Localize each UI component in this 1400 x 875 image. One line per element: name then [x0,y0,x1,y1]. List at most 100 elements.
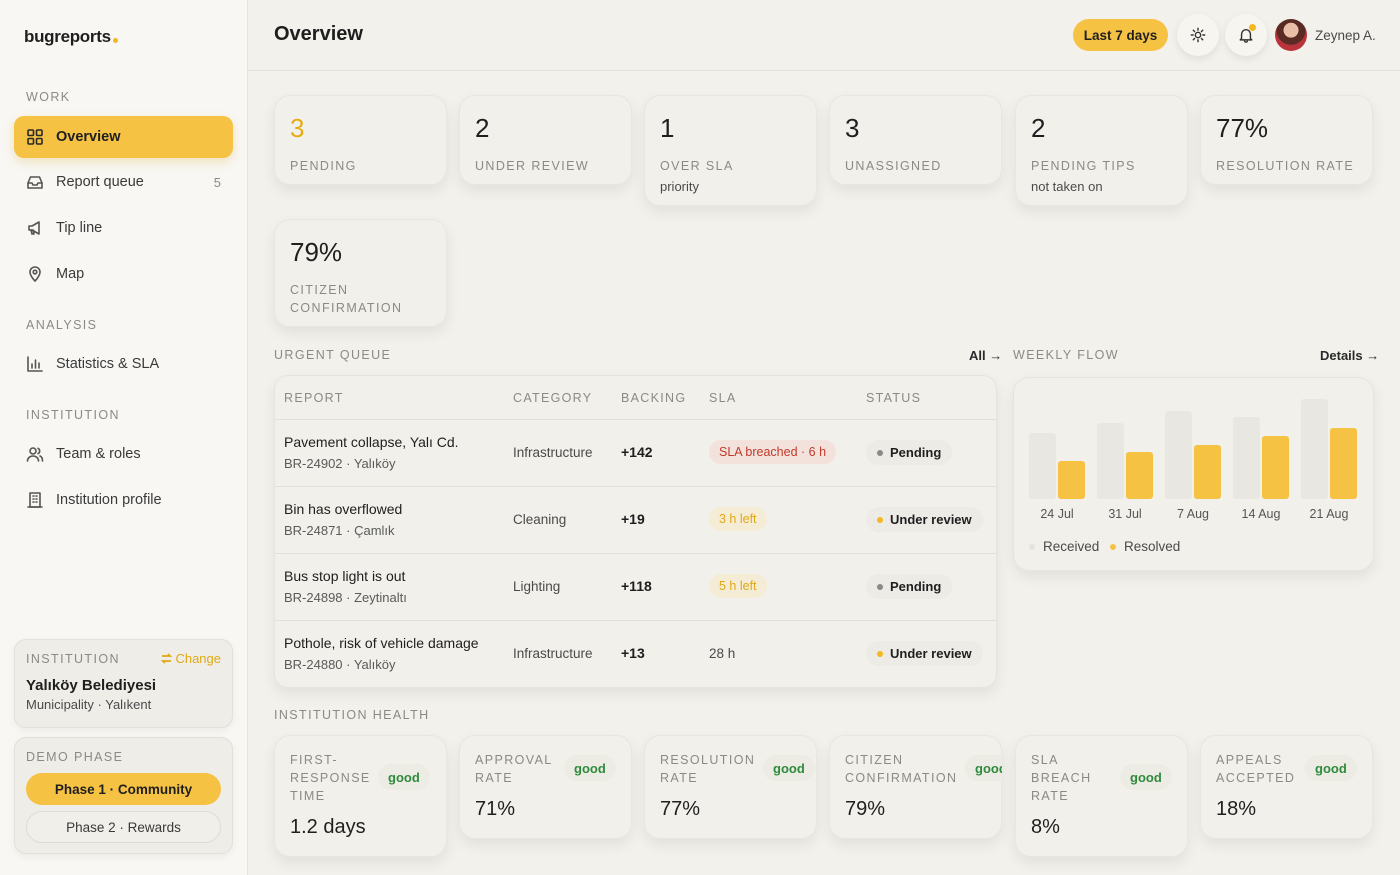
sla-badge: 5 h left [709,574,767,598]
grid-icon [26,128,44,146]
report-title: Bin has overflowed [284,501,403,517]
institution-name: Yalıköy Belediyesi [26,677,157,694]
logo-dot [112,38,118,43]
stat-label: UNASSIGNED [845,159,942,173]
x-tick-label: 14 Aug [1242,507,1281,521]
status-text: Under review [890,512,972,527]
sidebar-item-report-queue[interactable]: Report queue 5 [14,161,233,203]
phase-2-button[interactable]: Phase 2 · Rewards [26,811,221,843]
status-badge: good [763,755,815,781]
bar-resolved-1 [1126,452,1153,499]
phase-1-button[interactable]: Phase 1 · Community [26,773,221,805]
bar-received-4 [1301,399,1328,499]
stat-label: RESOLUTION RATE [1216,159,1355,173]
stat-card-citizen-confirmation[interactable]: 79% CITIZEN CONFIRMATION [274,219,447,327]
stat-card-under-review[interactable]: 2 UNDER REVIEW [459,95,632,185]
report-queue-count: 5 [213,174,221,190]
megaphone-icon [26,219,44,237]
x-tick-label: 31 Jul [1108,507,1141,521]
status-badge: good [564,755,616,781]
stat-value: 3 [290,113,305,143]
change-label: Change [175,651,221,666]
health-card-appeals-accepted[interactable]: APPEALS ACCEPTED good 18% [1200,735,1373,839]
legend-label: Resolved [1124,539,1181,554]
urgent-queue-title: URGENT QUEUE [274,348,392,362]
bar-received-1 [1097,423,1124,499]
health-card-citizen-confirmation[interactable]: CITIZEN CONFIRMATION good 79% [829,735,1002,839]
report-title: Bus stop light is out [284,568,406,584]
sidebar-item-tip-line[interactable]: Tip line [14,207,233,249]
stat-card-pending[interactable]: 3 PENDING [274,95,447,185]
report-id: BR-24902 · Yalıköy [284,456,396,471]
bar-resolved-2 [1194,445,1221,499]
sidebar-item-map[interactable]: Map [14,253,233,295]
table-row[interactable]: Bin has overflowed BR-24871 · Çamlık Cle… [274,486,997,553]
report-backing: +19 [621,511,645,527]
app-name: bugreports [24,27,111,46]
x-tick-label: 24 Jul [1040,507,1073,521]
report-title: Pothole, risk of vehicle damage [284,635,479,651]
column-header-report: REPORT [284,391,344,405]
notifications-button[interactable] [1225,14,1267,56]
sidebar: bugreports WORK Overview Report queue 5 … [0,0,248,875]
theme-toggle-button[interactable] [1177,14,1219,56]
status-badge: Under review [866,507,983,532]
status-text: Pending [890,579,942,594]
sidebar-item-statistics[interactable]: Statistics & SLA [14,343,233,385]
sidebar-item-team[interactable]: Team & roles [14,433,233,475]
health-card-resolution-rate[interactable]: RESOLUTION RATE good 77% [644,735,817,839]
stat-label: PENDING TIPS [1031,159,1136,173]
health-label: APPEALS ACCEPTED [1216,753,1296,785]
weekly-flow-chart: 24 Jul 31 Jul 7 Aug 14 Aug 21 Aug [1029,399,1357,521]
table-row[interactable]: Bus stop light is out BR-24898 · Zeytina… [274,553,997,620]
health-value: 8% [1031,816,1060,838]
report-title: Pavement collapse, Yalı Cd. [284,434,459,450]
sidebar-item-institution-profile[interactable]: Institution profile [14,479,233,521]
sun-icon [1190,27,1206,43]
stat-card-over-sla[interactable]: 1 OVER SLA priority [644,95,817,206]
status-badge: Pending [866,574,953,599]
stat-value: 79% [290,237,343,267]
sidebar-item-overview[interactable]: Overview [14,116,233,158]
weekly-flow-details-link[interactable]: Details → [1320,348,1380,363]
change-institution-button[interactable]: Change [160,651,221,666]
sla-badge: 28 h [709,645,736,661]
table-row[interactable]: Pavement collapse, Yalı Cd. BR-24902 · Y… [274,419,997,486]
sidebar-item-label: Team & roles [56,446,141,462]
sla-badge: 3 h left [709,507,767,531]
table-row[interactable]: Pothole, risk of vehicle damage BR-24880… [274,620,997,687]
health-label: FIRST-RESPONSE TIME [290,753,371,803]
stat-card-unassigned[interactable]: 3 UNASSIGNED [829,95,1002,185]
sidebar-item-label: Institution profile [56,492,162,508]
stat-label: PENDING [290,159,357,173]
demo-phase-card: DEMO PHASE Phase 1 · Community Phase 2 ·… [14,737,233,854]
app-logo[interactable]: bugreports [24,27,118,47]
report-category: Infrastructure [513,646,593,661]
section-label-work: WORK [26,90,71,104]
user-name[interactable]: Zeynep A. [1315,28,1376,43]
health-card-first-response[interactable]: FIRST-RESPONSE TIME good 1.2 days [274,735,447,857]
stat-card-resolution-rate[interactable]: 77% RESOLUTION RATE [1200,95,1373,185]
institution-card-label: INSTITUTION [26,652,120,666]
stat-value: 1 [660,113,675,143]
health-card-sla-breach[interactable]: SLA BREACH RATE good 8% [1015,735,1188,857]
health-card-approval-rate[interactable]: APPROVAL RATE good 71% [459,735,632,839]
date-range-button[interactable]: Last 7 days [1073,19,1168,51]
institution-card: INSTITUTION Change Yalıköy Belediyesi Mu… [14,639,233,728]
stat-card-pending-tips[interactable]: 2 PENDING TIPS not taken on [1015,95,1188,206]
top-header: Overview Last 7 days Zeynep A. [248,0,1400,71]
stat-label: OVER SLA [660,159,734,173]
column-header-status: STATUS [866,391,922,405]
sidebar-item-label: Statistics & SLA [56,356,160,372]
inbox-icon [26,173,44,191]
legend-item-resolved: Resolved [1110,539,1180,554]
report-backing: +142 [621,444,653,460]
map-pin-icon [26,265,44,283]
status-badge: Pending [866,440,953,465]
urgent-queue-all-link[interactable]: All → [969,348,1003,363]
bar-resolved-3 [1262,436,1289,499]
bar-received-3 [1233,417,1260,499]
page-title: Overview [274,23,363,45]
avatar[interactable] [1275,19,1307,51]
sidebar-item-label: Overview [56,129,121,145]
